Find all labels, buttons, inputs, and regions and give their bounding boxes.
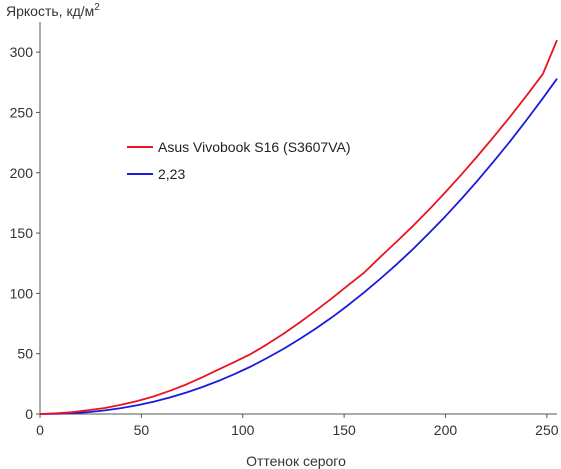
series-line-gamma — [39, 78, 558, 415]
legend-label: Asus Vivobook S16 (S3607VA) — [158, 139, 351, 155]
x-tick-label: 250 — [535, 422, 559, 438]
y-tick-label: 300 — [10, 44, 34, 60]
y-tick-label: 200 — [10, 165, 34, 181]
y-axis-title-text: Яркость, кд/м — [6, 3, 94, 19]
x-tick-label: 150 — [332, 422, 356, 438]
x-tick-label: 200 — [434, 422, 458, 438]
series-layer — [39, 39, 558, 415]
x-tick-label: 0 — [36, 422, 44, 438]
axes — [39, 22, 557, 415]
legend: Asus Vivobook S16 (S3607VA) 2,23 — [127, 139, 351, 182]
y-tick-label: 150 — [10, 225, 34, 241]
x-tick-label: 100 — [231, 422, 255, 438]
x-tick-label: 50 — [134, 422, 150, 438]
y-tick-label: 0 — [25, 406, 33, 422]
y-tick-label: 100 — [10, 285, 34, 301]
y-axis-title-superscript: 2 — [94, 2, 100, 13]
y-tick-label: 50 — [17, 346, 33, 362]
y-tick-label: 250 — [10, 104, 34, 120]
ticks: 0 50 100 150 200 250 0 50 100 150 200 250 300 — [10, 44, 559, 438]
series-line-measured — [39, 39, 558, 415]
x-axis-title: Оттенок серого — [246, 453, 346, 469]
legend-label: 2,23 — [158, 166, 185, 182]
y-axis-title: Яркость, кд/м2 — [6, 2, 100, 19]
